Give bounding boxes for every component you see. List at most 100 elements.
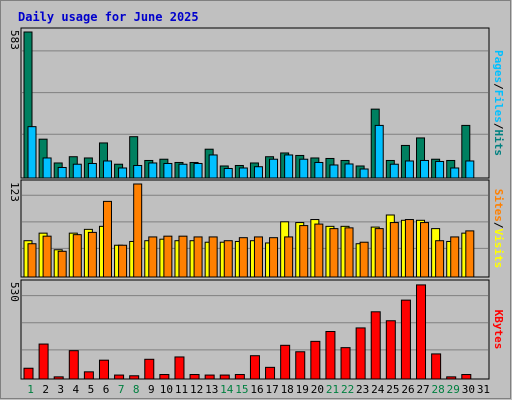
visits-sites-sites-bar: [435, 240, 445, 278]
hits-files-files-bar: [42, 157, 52, 179]
visits-sites-ymax-label: 123: [8, 182, 21, 202]
visits-sites-sites-bar: [148, 236, 158, 278]
kbytes-ymax-label: 530: [8, 282, 21, 302]
visits-sites-series-label: Sites/Visits: [492, 189, 505, 269]
kbytes-kbytes-bar: [431, 353, 442, 380]
visits-sites-series-label-part: Visits: [492, 229, 505, 269]
visits-sites-sites-bar: [374, 228, 384, 278]
x-tick-label: 13: [205, 383, 218, 396]
x-tick-label: 4: [73, 383, 80, 396]
hits-files-files-bar: [465, 160, 475, 179]
hits-files-files-bar: [374, 124, 384, 179]
x-tick-label: 5: [88, 383, 95, 396]
hits-files-series-label-part: Hits: [492, 130, 505, 157]
x-tick-label: 14: [220, 383, 234, 396]
x-tick-label: 3: [57, 383, 64, 396]
visits-sites-sites-bar: [389, 222, 399, 278]
visits-sites-sites-bar: [344, 227, 354, 278]
visits-sites-sites-bar: [72, 234, 82, 278]
x-tick-label: 11: [175, 383, 188, 396]
kbytes-kbytes-bar: [234, 374, 245, 380]
hits-files-files-bar: [269, 158, 279, 179]
kbytes-kbytes-bar: [355, 327, 366, 380]
kbytes-kbytes-bar: [461, 374, 472, 380]
kbytes-kbytes-bar: [340, 347, 351, 380]
kbytes-kbytes-bar: [310, 340, 321, 380]
hits-files-files-bar: [238, 167, 248, 179]
kbytes-kbytes-bar: [68, 350, 79, 380]
x-tick-label: 26: [401, 383, 414, 396]
hits-files-files-bar: [72, 163, 82, 179]
hits-files-series-label-part: /: [492, 83, 505, 90]
kbytes-kbytes-bar: [295, 351, 306, 380]
x-tick-label: 16: [250, 383, 263, 396]
kbytes-kbytes-bar: [219, 374, 230, 380]
kbytes-kbytes-bar: [280, 344, 291, 380]
kbytes-kbytes-bar: [129, 375, 140, 380]
visits-sites-sites-bar: [57, 250, 67, 278]
hits-files-files-bar: [193, 162, 203, 179]
kbytes-kbytes-bar: [446, 376, 457, 380]
x-tick-label: 18: [281, 383, 294, 396]
visits-sites-sites-bar: [87, 231, 97, 278]
kbytes-kbytes-bar: [400, 299, 411, 380]
hits-files-files-bar: [435, 160, 445, 179]
x-tick-label: 29: [447, 383, 460, 396]
hits-files-files-bar: [389, 163, 399, 179]
visits-sites-sites-bar: [253, 236, 263, 278]
kbytes-kbytes-bar: [83, 371, 94, 380]
x-tick-label: 15: [235, 383, 248, 396]
kbytes-kbytes-bar: [53, 376, 64, 380]
kbytes-kbytes-bar: [144, 358, 155, 380]
x-tick-label: 30: [462, 383, 475, 396]
visits-sites-sites-bar: [102, 200, 112, 278]
x-tick-label: 9: [148, 383, 155, 396]
hits-files-files-bar: [450, 167, 460, 179]
kbytes-kbytes-bar: [189, 374, 200, 380]
kbytes-kbytes-bar: [325, 331, 336, 380]
x-tick-label: 21: [326, 383, 339, 396]
hits-files-files-bar: [57, 166, 67, 179]
visits-sites-sites-bar: [208, 236, 218, 278]
x-tick-label: 10: [160, 383, 173, 396]
visits-sites-sites-bar: [299, 225, 309, 278]
hits-files-files-bar: [404, 160, 414, 179]
kbytes-kbytes-bar: [98, 359, 109, 380]
kbytes-kbytes-bar: [114, 374, 125, 380]
visits-sites-sites-bar: [178, 235, 188, 278]
kbytes-kbytes-bar: [174, 356, 185, 380]
hits-files-files-bar: [299, 158, 309, 179]
kbytes-kbytes-bar: [249, 355, 260, 380]
x-tick-label: 23: [356, 383, 369, 396]
x-tick-label: 27: [416, 383, 429, 396]
x-tick-label: 2: [42, 383, 49, 396]
kbytes-kbytes-bar: [23, 367, 34, 380]
x-tick-label: 28: [432, 383, 445, 396]
hits-files-files-bar: [223, 167, 233, 179]
visits-sites-sites-bar: [42, 235, 52, 278]
visits-sites-sites-bar: [193, 236, 203, 278]
x-tick-label: 25: [386, 383, 399, 396]
hits-files-files-bar: [420, 159, 430, 179]
visits-sites-sites-bar: [133, 183, 143, 278]
hits-files-files-bar: [208, 154, 218, 179]
hits-files-files-bar: [102, 160, 112, 179]
hits-files-series-label-part: Pages: [492, 50, 505, 83]
x-tick-label: 8: [133, 383, 140, 396]
kbytes-kbytes-bar: [370, 311, 381, 380]
visits-sites-sites-bar: [450, 236, 460, 278]
visits-sites-sites-bar: [223, 240, 233, 278]
kbytes-kbytes-bar: [385, 320, 396, 380]
hits-files-files-bar: [87, 162, 97, 179]
hits-files-ymax-label: 583: [8, 30, 21, 50]
hits-files-files-bar: [118, 167, 128, 179]
visits-sites-sites-bar: [329, 228, 339, 278]
x-tick-label: 6: [103, 383, 110, 396]
visits-sites-sites-bar: [284, 236, 294, 278]
hits-files-files-bar: [344, 163, 354, 179]
hits-files-files-bar: [359, 168, 369, 179]
kbytes-kbytes-bar: [38, 343, 49, 380]
hits-files-files-bar: [163, 162, 173, 179]
